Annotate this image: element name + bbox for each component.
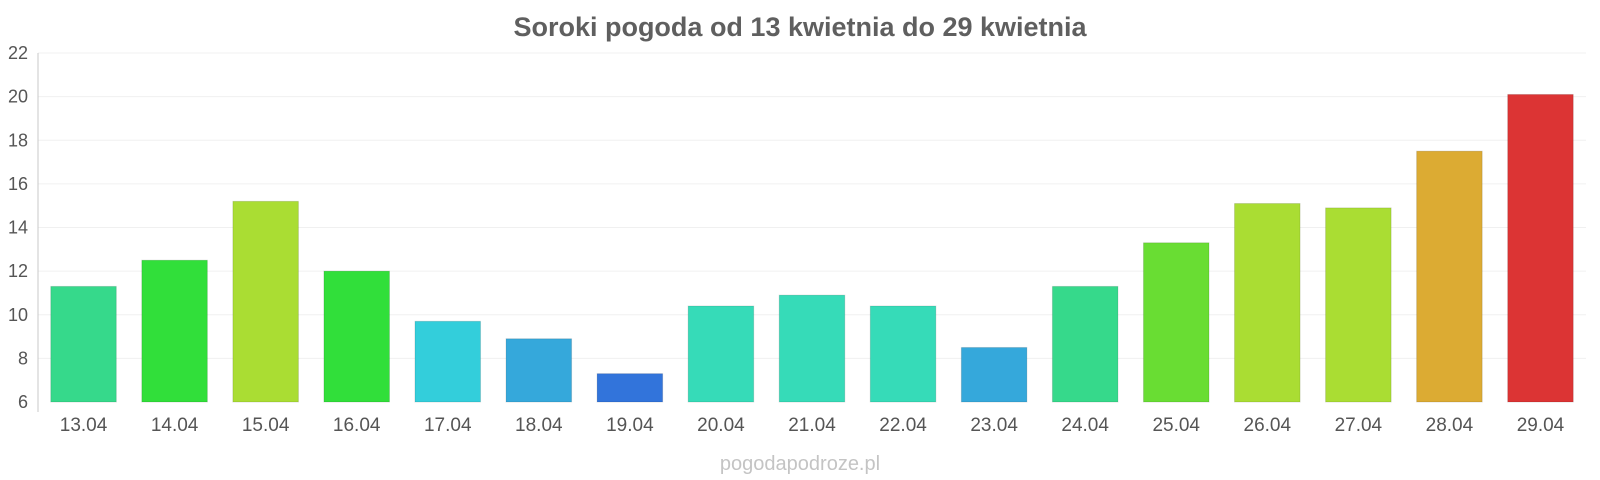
- y-tick-label: 6: [18, 392, 28, 412]
- bar: [1416, 150, 1483, 403]
- x-tick-label: 16.04: [333, 415, 381, 436]
- x-tick-label: 13.04: [60, 415, 108, 436]
- bar: [1234, 203, 1301, 403]
- bar: [1051, 285, 1119, 403]
- x-tick-label: 17.04: [424, 415, 472, 436]
- x-tick-label: 20.04: [697, 415, 745, 436]
- x-axis: 13.04 14.04 15.04 16.04 17.04 18.04 19.04 20.04…: [60, 415, 1565, 436]
- x-tick-label: 23.04: [970, 415, 1018, 436]
- bar: [505, 338, 573, 403]
- bar: [232, 200, 299, 403]
- y-tick-label: 14: [8, 218, 28, 238]
- bar: [1325, 207, 1392, 403]
- bar: [869, 305, 937, 403]
- y-tick-label: 12: [8, 261, 28, 281]
- bars: [50, 93, 1574, 403]
- x-tick-label: 22.04: [879, 415, 927, 436]
- x-tick-label: 21.04: [788, 415, 836, 436]
- x-tick-label: 14.04: [151, 415, 199, 436]
- bar: [1142, 242, 1210, 403]
- bar: [687, 305, 755, 403]
- x-tick-label: 18.04: [515, 415, 563, 436]
- y-axis: 6 8 10 12 14 16 18 20 22: [8, 43, 39, 412]
- bar: [414, 320, 482, 403]
- x-tick-label: 29.04: [1517, 415, 1565, 436]
- y-tick-label: 22: [8, 43, 28, 63]
- x-tick-label: 26.04: [1244, 415, 1292, 436]
- y-tick-label: 10: [8, 305, 28, 325]
- x-tick-label: 25.04: [1152, 415, 1200, 436]
- x-tick-label: 27.04: [1335, 415, 1383, 436]
- bar: [1507, 93, 1574, 403]
- y-tick-label: 16: [8, 174, 28, 194]
- watermark-text: pogodapodroze.pl: [720, 453, 880, 475]
- chart-title: Soroki pogoda od 13 kwietnia do 29 kwiet…: [513, 12, 1087, 42]
- x-tick-label: 15.04: [242, 415, 290, 436]
- x-tick-label: 24.04: [1061, 415, 1109, 436]
- bar: [778, 294, 846, 403]
- x-tick-label: 28.04: [1426, 415, 1474, 436]
- bar: [960, 346, 1028, 403]
- bar: [141, 259, 208, 403]
- y-tick-label: 18: [8, 130, 28, 150]
- y-tick-label: 20: [8, 87, 28, 107]
- x-tick-label: 19.04: [606, 415, 654, 436]
- bar: [323, 270, 390, 403]
- bar: [50, 285, 117, 403]
- y-tick-label: 8: [18, 348, 28, 368]
- bar: [596, 373, 664, 403]
